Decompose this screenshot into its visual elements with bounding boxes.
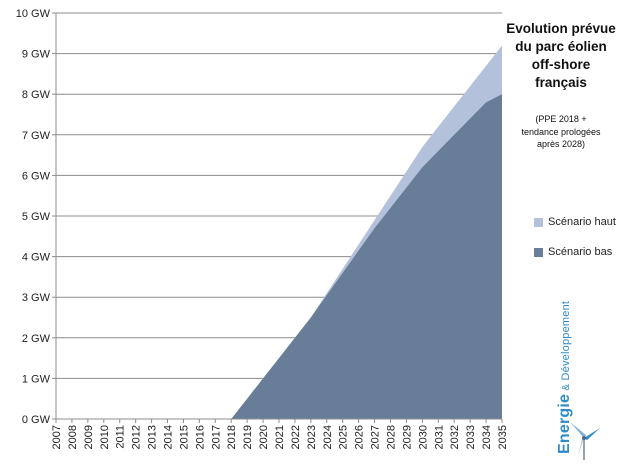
x-tick-label: 2008 bbox=[67, 425, 79, 449]
logo-word-developpement: Développement bbox=[560, 300, 572, 381]
gridlines bbox=[56, 12, 502, 420]
title-line-2: du parc éolien bbox=[515, 39, 607, 54]
x-tick-label: 2010 bbox=[99, 425, 111, 449]
x-tick-label: 2016 bbox=[194, 425, 206, 449]
x-tick-label: 2028 bbox=[386, 425, 398, 449]
x-tick-label: 2033 bbox=[465, 425, 477, 449]
x-tick-label: 2030 bbox=[417, 425, 429, 449]
x-tick-label: 2031 bbox=[433, 425, 445, 449]
y-tick-label: 5 GW bbox=[22, 211, 51, 223]
title-line-1: Evolution prévue bbox=[506, 21, 616, 36]
x-tick-label: 2022 bbox=[290, 425, 302, 449]
x-tick-label: 2027 bbox=[370, 425, 382, 449]
legend-item-haut: Scénario haut bbox=[534, 214, 616, 230]
x-tick-label: 2019 bbox=[242, 425, 254, 449]
y-tick-label: 10 GW bbox=[16, 8, 51, 20]
logo-word-energie: Energie bbox=[556, 393, 573, 454]
x-tick-label: 2035 bbox=[497, 425, 509, 449]
x-tick-label: 2007 bbox=[51, 425, 63, 449]
x-tick-label: 2025 bbox=[338, 425, 350, 449]
x-tick-label: 2013 bbox=[147, 425, 159, 449]
subtitle-line-3: après 2028) bbox=[536, 139, 586, 149]
logo-ampersand: & bbox=[561, 383, 572, 391]
x-tick-label: 2032 bbox=[449, 425, 461, 449]
chart-title: Evolution prévue du parc éolien off-shor… bbox=[497, 20, 625, 92]
x-tick-label: 2015 bbox=[178, 425, 190, 449]
legend-item-bas: Scénario bas bbox=[534, 244, 616, 260]
chart-subtitle: (PPE 2018 + tendance prologées après 202… bbox=[509, 113, 613, 151]
y-tick-label: 2 GW bbox=[22, 333, 51, 345]
y-tick-label: 6 GW bbox=[22, 170, 51, 182]
area-scenario-bas bbox=[56, 94, 502, 419]
logo-wordmark: Energie & Développement bbox=[556, 301, 574, 454]
wind-turbine-logo-icon bbox=[570, 422, 600, 460]
subtitle-line-1: (PPE 2018 + bbox=[535, 114, 587, 124]
x-tick-label: 2009 bbox=[83, 425, 95, 449]
title-line-4: français bbox=[535, 75, 587, 90]
x-tick-label: 2011 bbox=[115, 425, 127, 449]
x-tick-label: 2020 bbox=[258, 425, 270, 449]
area-series bbox=[56, 45, 502, 419]
y-tick-label: 8 GW bbox=[22, 89, 51, 101]
x-tick-label: 2026 bbox=[354, 425, 366, 449]
legend-swatch-bas bbox=[534, 247, 543, 257]
title-line-3: off-shore bbox=[531, 57, 591, 72]
x-tick-label: 2014 bbox=[163, 425, 175, 449]
y-tick-label: 7 GW bbox=[22, 130, 51, 142]
legend-label-haut: Scénario haut bbox=[548, 216, 616, 228]
x-tick-label: 2017 bbox=[210, 425, 222, 449]
y-tick-label: 9 GW bbox=[22, 49, 51, 61]
x-tick-label: 2018 bbox=[226, 425, 238, 449]
x-tick-label: 2023 bbox=[306, 425, 318, 449]
x-tick-label: 2029 bbox=[401, 425, 413, 449]
legend-swatch-haut bbox=[534, 217, 543, 227]
legend-label-bas: Scénario bas bbox=[548, 246, 613, 258]
x-tick-labels: 2007 2008 2009 2010 2011 2012 2013 2014 2015 2016… bbox=[51, 425, 509, 449]
y-tick-labels: 0 GW 1 GW 2 GW 3 GW 4 GW 5 GW 6 GW 7 GW 8 GW 9 GW… bbox=[16, 8, 51, 426]
x-tick-label: 2024 bbox=[322, 425, 334, 449]
y-tick-label: 1 GW bbox=[22, 373, 51, 385]
x-tick-label: 2034 bbox=[481, 425, 493, 449]
legend: Scénario haut Scénario bas bbox=[534, 214, 616, 274]
subtitle-line-2: tendance prologées bbox=[521, 126, 601, 137]
y-tick-label: 4 GW bbox=[22, 252, 51, 264]
x-tick-label: 2012 bbox=[131, 425, 143, 449]
y-tick-label: 3 GW bbox=[22, 292, 51, 304]
y-tick-label: 0 GW bbox=[22, 414, 51, 426]
axes bbox=[52, 12, 503, 423]
x-tick-label: 2021 bbox=[274, 425, 286, 449]
